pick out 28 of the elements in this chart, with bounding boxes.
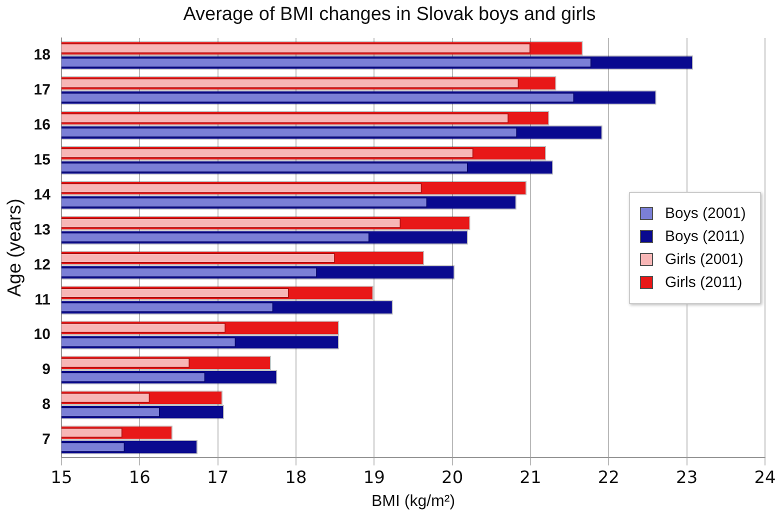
x-tick-label: 18	[285, 468, 307, 488]
x-tick-label: 23	[676, 468, 698, 488]
y-tick-label: 16	[34, 116, 50, 134]
y-tick-label: 15	[34, 151, 50, 168]
y-tick-label: 14	[34, 186, 52, 204]
y-axis-title: Age (years)	[4, 198, 26, 297]
y-tick-label: 10	[34, 326, 50, 344]
legend-label: Boys (2011)	[665, 228, 745, 245]
y-tick-label: 11	[34, 291, 50, 308]
x-axis-title: BMI (kg/m²)	[371, 492, 456, 510]
legend-label: Girls (2001)	[665, 250, 744, 268]
y-tick-label: 17	[34, 82, 50, 99]
legend-label: Girls (2011)	[665, 274, 742, 291]
legend-label: Boys (2001)	[665, 204, 746, 222]
x-tick-label: 21	[520, 468, 542, 488]
y-tick-label: 12	[34, 256, 50, 274]
x-tick-label: 17	[207, 468, 229, 488]
y-tick-label: 8	[42, 396, 50, 414]
y-tick-label: 13	[34, 221, 50, 238]
y-tick-label: 18	[34, 46, 50, 64]
x-tick-label: 19	[363, 468, 385, 488]
x-tick-label: 24	[754, 468, 776, 488]
y-tick-label: 7	[42, 431, 50, 448]
x-tick-label: 16	[128, 468, 150, 488]
y-tick-label: 9	[42, 361, 50, 378]
x-tick-label: 20	[442, 468, 464, 488]
chart-title: Average of BMI changes in Slovak boys and girls	[182, 4, 597, 26]
x-tick-label: 22	[598, 468, 620, 488]
